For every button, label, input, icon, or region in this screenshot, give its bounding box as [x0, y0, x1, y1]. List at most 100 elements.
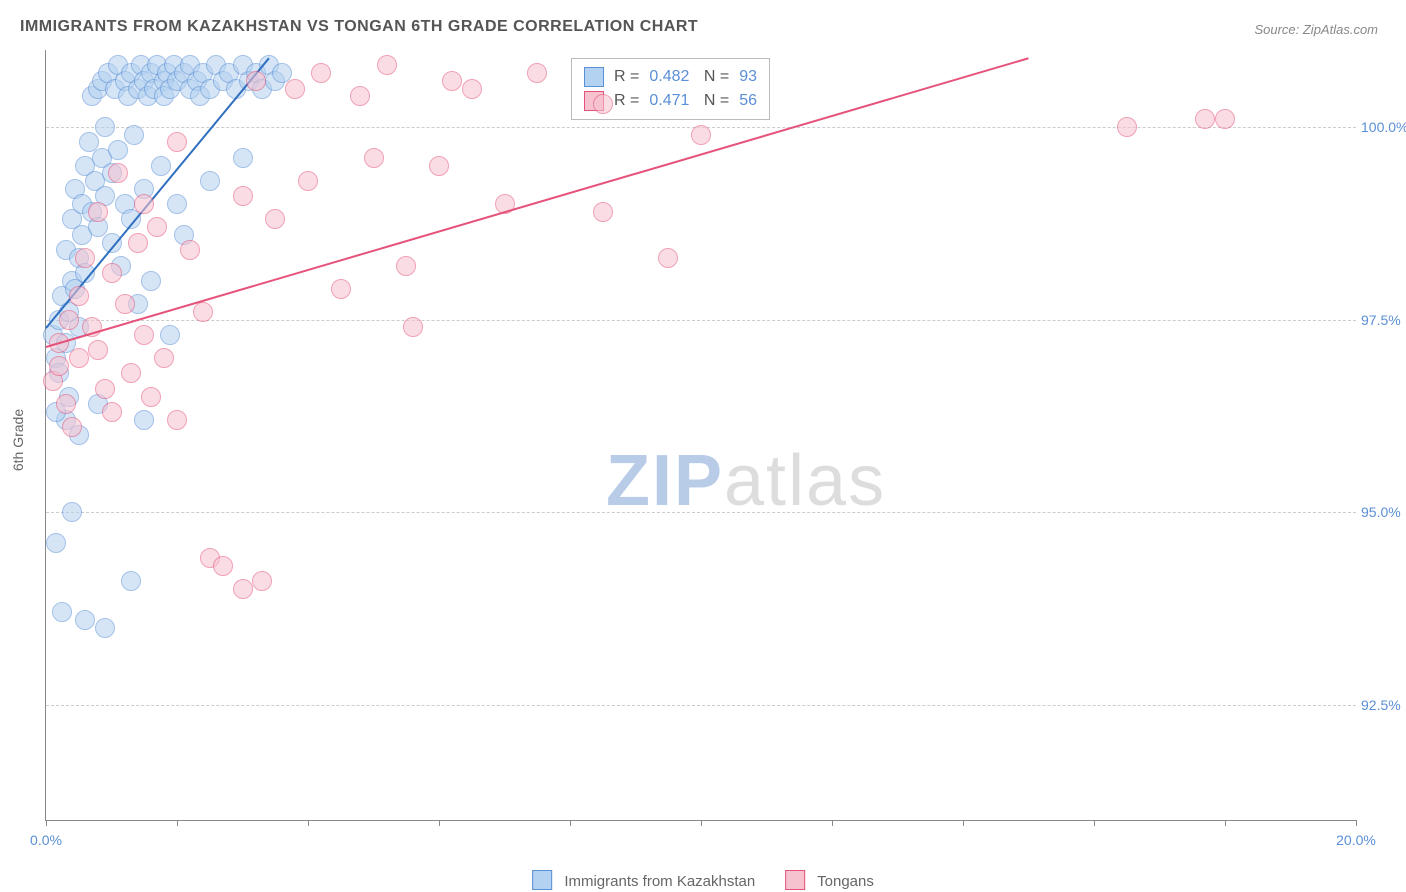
- data-point: [593, 202, 613, 222]
- chart-title: IMMIGRANTS FROM KAZAKHSTAN VS TONGAN 6TH…: [20, 18, 698, 36]
- x-tick-mark: [46, 820, 47, 826]
- data-point: [265, 209, 285, 229]
- data-point: [167, 194, 187, 214]
- source-label: Source: ZipAtlas.com: [1254, 22, 1378, 37]
- data-point: [62, 502, 82, 522]
- data-point: [593, 94, 613, 114]
- data-point: [121, 571, 141, 591]
- data-point: [134, 325, 154, 345]
- data-point: [59, 310, 79, 330]
- data-point: [429, 156, 449, 176]
- data-point: [121, 363, 141, 383]
- gridline: [46, 705, 1356, 706]
- data-point: [1117, 117, 1137, 137]
- data-point: [331, 279, 351, 299]
- x-tick-mark: [1094, 820, 1095, 826]
- data-point: [160, 325, 180, 345]
- data-point: [75, 248, 95, 268]
- x-tick-label: 20.0%: [1336, 832, 1376, 848]
- data-point: [298, 171, 318, 191]
- data-point: [62, 417, 82, 437]
- data-point: [442, 71, 462, 91]
- y-tick-label: 97.5%: [1361, 312, 1406, 328]
- data-point: [46, 533, 66, 553]
- data-point: [377, 55, 397, 75]
- data-point: [233, 148, 253, 168]
- gridline: [46, 512, 1356, 513]
- x-tick-mark: [308, 820, 309, 826]
- y-tick-label: 92.5%: [1361, 697, 1406, 713]
- legend-bottom: Immigrants from Kazakhstan Tongans: [532, 870, 874, 890]
- data-point: [350, 86, 370, 106]
- stat-row-1: R = 0.482 N = 93: [584, 65, 757, 89]
- data-point: [364, 148, 384, 168]
- data-point: [88, 340, 108, 360]
- data-point: [115, 294, 135, 314]
- x-tick-mark: [701, 820, 702, 826]
- data-point: [128, 233, 148, 253]
- data-point: [246, 71, 266, 91]
- x-tick-mark: [1225, 820, 1226, 826]
- x-tick-mark: [832, 820, 833, 826]
- x-tick-mark: [570, 820, 571, 826]
- swatch-series1-icon: [532, 870, 552, 890]
- y-tick-label: 95.0%: [1361, 504, 1406, 520]
- data-point: [396, 256, 416, 276]
- x-tick-mark: [1356, 820, 1357, 826]
- data-point: [69, 348, 89, 368]
- data-point: [108, 163, 128, 183]
- data-point: [403, 317, 423, 337]
- data-point: [52, 602, 72, 622]
- swatch-series1-icon: [584, 67, 604, 87]
- data-point: [658, 248, 678, 268]
- watermark: ZIPatlas: [606, 440, 886, 522]
- data-point: [69, 286, 89, 306]
- data-point: [180, 240, 200, 260]
- data-point: [691, 125, 711, 145]
- data-point: [527, 63, 547, 83]
- data-point: [147, 217, 167, 237]
- data-point: [134, 194, 154, 214]
- data-point: [167, 132, 187, 152]
- data-point: [1195, 109, 1215, 129]
- data-point: [124, 125, 144, 145]
- data-point: [154, 348, 174, 368]
- data-point: [233, 186, 253, 206]
- y-axis-label: 6th Grade: [10, 409, 26, 471]
- data-point: [167, 410, 187, 430]
- x-tick-mark: [177, 820, 178, 826]
- data-point: [193, 302, 213, 322]
- legend-item-1: Immigrants from Kazakhstan: [532, 870, 755, 890]
- data-point: [285, 79, 305, 99]
- data-point: [200, 171, 220, 191]
- data-point: [462, 79, 482, 99]
- data-point: [213, 556, 233, 576]
- data-point: [108, 140, 128, 160]
- data-point: [75, 610, 95, 630]
- x-tick-mark: [439, 820, 440, 826]
- data-point: [56, 394, 76, 414]
- data-point: [1215, 109, 1235, 129]
- data-point: [49, 356, 69, 376]
- scatter-plot-area: ZIPatlas R = 0.482 N = 93 R = 0.471 N = …: [45, 50, 1356, 821]
- data-point: [95, 117, 115, 137]
- data-point: [141, 271, 161, 291]
- data-point: [252, 571, 272, 591]
- data-point: [311, 63, 331, 83]
- gridline: [46, 320, 1356, 321]
- y-tick-label: 100.0%: [1361, 119, 1406, 135]
- swatch-series2-icon: [785, 870, 805, 890]
- legend-label-1: Immigrants from Kazakhstan: [564, 873, 755, 890]
- legend-item-2: Tongans: [785, 870, 874, 890]
- x-tick-mark: [963, 820, 964, 826]
- data-point: [95, 379, 115, 399]
- data-point: [95, 618, 115, 638]
- data-point: [102, 263, 122, 283]
- data-point: [102, 402, 122, 422]
- x-tick-label: 0.0%: [30, 832, 62, 848]
- data-point: [233, 579, 253, 599]
- data-point: [151, 156, 171, 176]
- data-point: [88, 202, 108, 222]
- data-point: [141, 387, 161, 407]
- data-point: [134, 410, 154, 430]
